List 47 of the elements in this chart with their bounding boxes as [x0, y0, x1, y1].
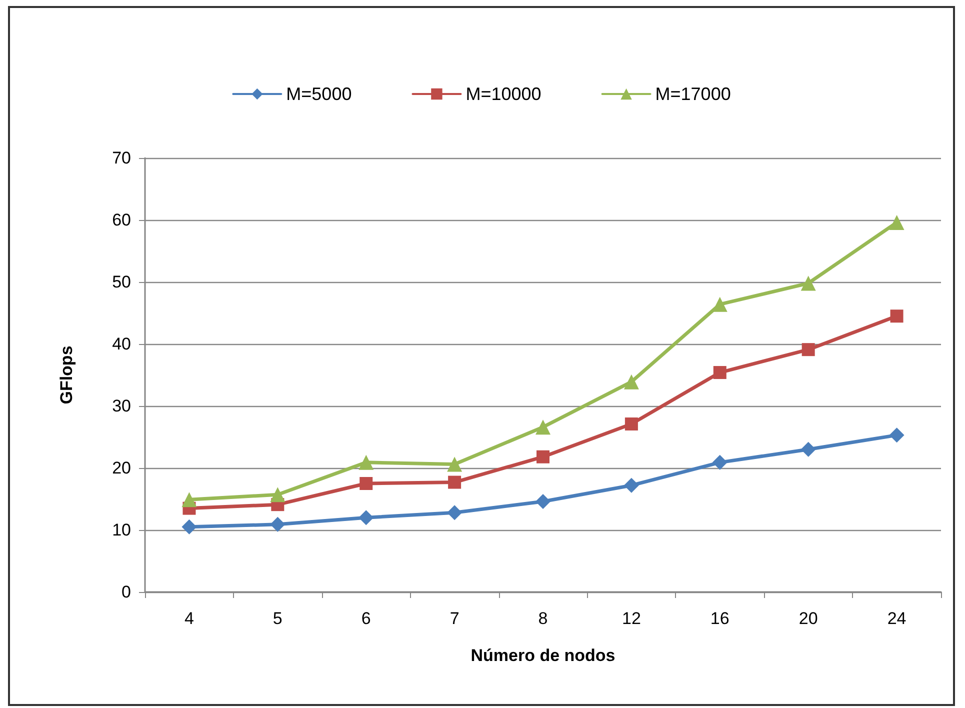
point — [713, 366, 726, 380]
y-tick-label: 50 — [112, 272, 131, 292]
point — [360, 477, 373, 490]
point — [182, 519, 197, 534]
legend-label: M=5000 — [286, 84, 352, 104]
point — [447, 456, 462, 472]
point — [800, 276, 816, 291]
legend-label: M=10000 — [466, 84, 542, 104]
point — [712, 454, 728, 470]
point — [624, 417, 638, 430]
point — [624, 374, 639, 390]
y-tick-label: 40 — [112, 334, 131, 354]
point — [447, 505, 462, 520]
point — [448, 476, 462, 489]
x-tick-label: 24 — [887, 609, 906, 628]
x-tick-label: 4 — [184, 609, 194, 628]
y-tick-label: 20 — [112, 458, 131, 478]
y-tick-label: 60 — [112, 210, 131, 230]
point — [182, 492, 197, 508]
point — [889, 428, 904, 443]
point — [536, 420, 550, 435]
x-tick-label: 5 — [272, 609, 282, 628]
x-tick-label: 16 — [710, 609, 730, 628]
point — [536, 450, 550, 464]
x-tick-label: 6 — [361, 609, 371, 628]
point — [889, 214, 904, 230]
y-tick-label: 10 — [112, 520, 131, 540]
y-tick-label: 0 — [122, 582, 131, 602]
point — [802, 343, 815, 356]
point — [890, 310, 904, 323]
point — [270, 516, 286, 532]
x-tick-label: 12 — [622, 609, 641, 628]
x-tick-label: 8 — [538, 609, 548, 628]
legend-label: M=17000 — [655, 84, 731, 104]
point — [358, 510, 374, 526]
point — [800, 442, 816, 457]
x-tick-label: 7 — [450, 609, 460, 628]
point — [270, 487, 286, 502]
y-axis-title: GFlops — [57, 346, 76, 404]
y-tick-label: 30 — [112, 396, 131, 416]
x-axis-title: Número de nodos — [470, 646, 616, 665]
y-tick-label: 70 — [112, 148, 131, 168]
point — [536, 494, 550, 509]
point — [358, 454, 374, 470]
point — [624, 478, 639, 493]
point — [712, 296, 728, 312]
x-tick-label: 20 — [798, 609, 818, 628]
